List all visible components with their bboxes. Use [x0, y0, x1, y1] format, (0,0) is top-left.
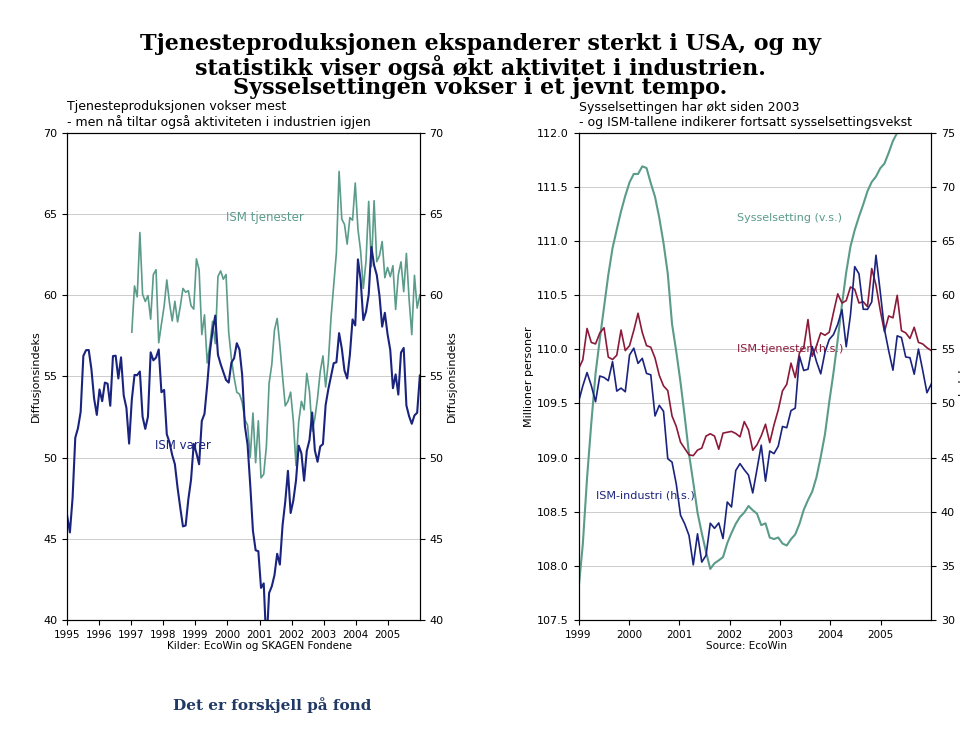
Text: Source: EcoWin: Source: EcoWin: [707, 641, 787, 652]
Text: Tjenesteproduksjonen vokser mest
- men nå tiltar også aktiviteten i industrien i: Tjenesteproduksjonen vokser mest - men n…: [67, 100, 371, 129]
Text: ISM varer: ISM varer: [156, 439, 211, 452]
Text: Sysselsettingen vokser i et jevnt tempo.: Sysselsettingen vokser i et jevnt tempo.: [233, 77, 727, 100]
Text: statistikk viser også økt aktivitet i industrien.: statistikk viser også økt aktivitet i in…: [195, 55, 765, 80]
Text: ISM tjenester: ISM tjenester: [226, 210, 303, 224]
Text: Kilder: EcoWin og SKAGEN Fondene: Kilder: EcoWin og SKAGEN Fondene: [167, 641, 351, 652]
Text: ISM-industri (h.s.): ISM-industri (h.s.): [596, 490, 695, 500]
Y-axis label: Diffusjonsindeks: Diffusjonsindeks: [446, 331, 456, 422]
Y-axis label: Millioner personer: Millioner personer: [524, 326, 535, 427]
Text: Sysselsetting (v.s.): Sysselsetting (v.s.): [737, 213, 842, 223]
Text: Det er forskjell på fond: Det er forskjell på fond: [173, 697, 372, 713]
Y-axis label: Diffusjonsindeks: Diffusjonsindeks: [31, 331, 40, 422]
Text: ISM-tjenester (h.s.): ISM-tjenester (h.s.): [737, 344, 844, 354]
Text: Tjenesteproduksjonen ekspanderer sterkt i USA, og ny: Tjenesteproduksjonen ekspanderer sterkt …: [139, 33, 821, 55]
Y-axis label: Indeks: Indeks: [958, 358, 960, 395]
Text: Sysselsettingen har økt siden 2003
- og ISM-tallene indikerer fortsatt sysselset: Sysselsettingen har økt siden 2003 - og …: [579, 101, 912, 129]
